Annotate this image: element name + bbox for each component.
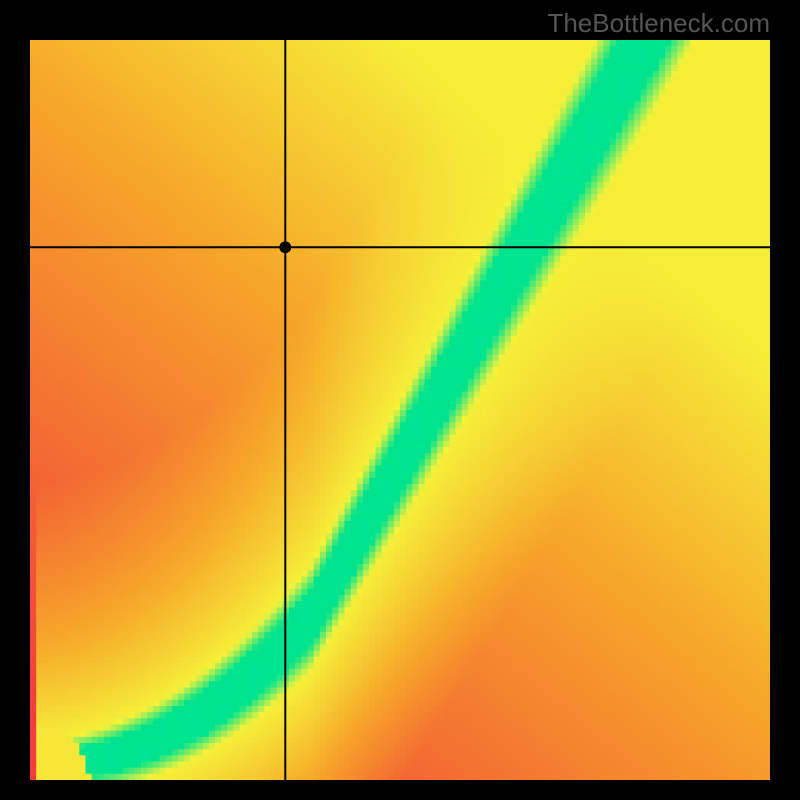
heatmap-canvas — [30, 40, 770, 780]
bottleneck-heatmap — [30, 40, 770, 780]
watermark-text: TheBottleneck.com — [547, 8, 770, 39]
